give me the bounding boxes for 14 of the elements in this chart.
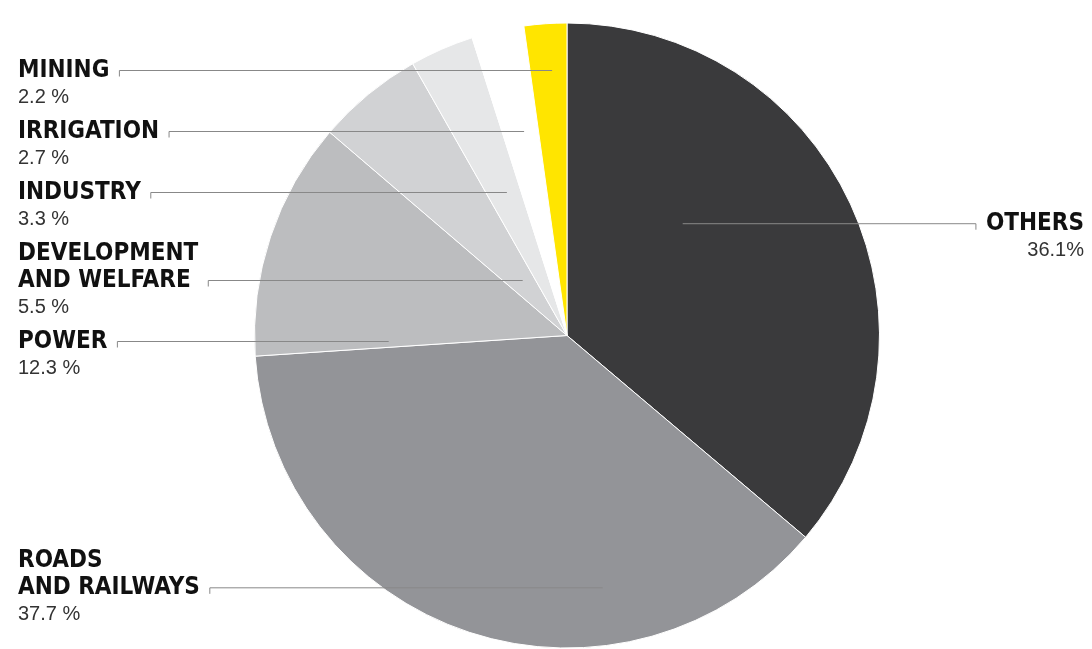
data-label: 36.1% [1027,238,1085,261]
slice-label: INDUSTRY [18,176,142,205]
slice-label: DEVELOPMENT AND WELFARE [18,237,199,293]
slice-label: OTHERS [985,207,1084,236]
data-label: 12.3 % [18,356,81,379]
data-label: 2.2 % [18,85,70,108]
data-label: 3.3 % [18,207,70,230]
slice-label: IRRIGATION [18,115,160,144]
slice-label: ROADS AND RAILWAYS [18,545,200,601]
slice-label: POWER [18,325,108,354]
data-label: 5.5 % [18,295,70,318]
slice-label: MINING [18,54,110,83]
data-label: 37.7 % [18,602,81,625]
data-label: 2.7 % [18,146,70,169]
